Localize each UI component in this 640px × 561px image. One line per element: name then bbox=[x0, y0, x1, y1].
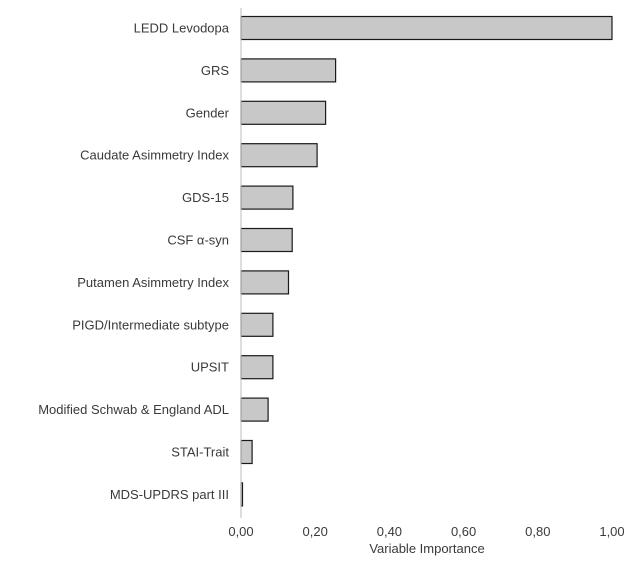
category-label: Modified Schwab & England ADL bbox=[38, 402, 229, 417]
x-tick-label: 0,20 bbox=[303, 524, 328, 539]
category-label: Putamen Asimmetry Index bbox=[77, 275, 229, 290]
bar bbox=[240, 355, 274, 380]
x-tick-label: 0,00 bbox=[228, 524, 253, 539]
category-label: LEDD Levodopa bbox=[134, 21, 230, 36]
bar bbox=[240, 15, 613, 41]
x-axis-title: Variable Importance bbox=[369, 541, 484, 556]
category-label: GDS-15 bbox=[182, 190, 229, 205]
category-labels: LEDD Levodopa GRS Gender Caudate Asimmetry … bbox=[38, 21, 230, 502]
x-tick-label: 0,80 bbox=[525, 524, 550, 539]
category-label: GRS bbox=[201, 63, 230, 78]
x-tick-label: 1,00 bbox=[599, 524, 624, 539]
bar bbox=[240, 397, 269, 422]
bar bbox=[240, 100, 327, 125]
category-label: CSF α-syn bbox=[167, 233, 229, 248]
category-label: PIGD/Intermediate subtype bbox=[72, 317, 229, 332]
bars-layer bbox=[240, 15, 613, 507]
category-label: Gender bbox=[186, 105, 230, 120]
category-label: UPSIT bbox=[191, 360, 229, 375]
bar bbox=[240, 270, 290, 295]
bar bbox=[240, 143, 318, 168]
x-tick-label: 0,60 bbox=[451, 524, 476, 539]
x-tick-label: 0,40 bbox=[377, 524, 402, 539]
category-label: Caudate Asimmetry Index bbox=[80, 148, 229, 163]
category-label: STAI-Trait bbox=[171, 445, 229, 460]
x-tick-labels: 0,00 0,20 0,40 0,60 0,80 1,00 bbox=[228, 524, 624, 539]
bar bbox=[240, 185, 294, 210]
category-label: MDS-UPDRS part III bbox=[110, 487, 229, 502]
bar bbox=[240, 58, 337, 83]
bar bbox=[240, 439, 253, 465]
bar bbox=[240, 227, 293, 253]
bar bbox=[240, 312, 274, 337]
